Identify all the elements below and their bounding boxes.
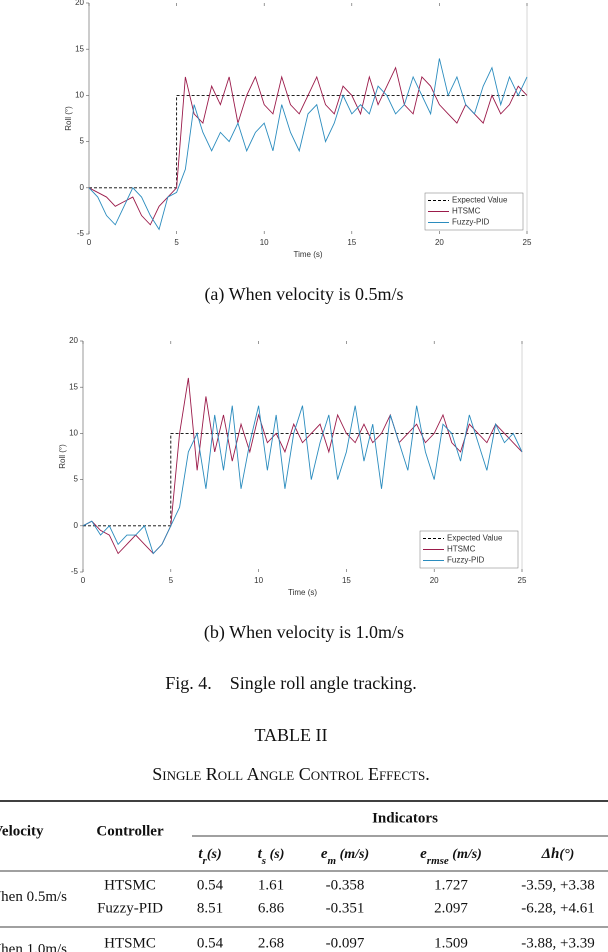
- subscript: m: [328, 855, 337, 867]
- x-axis-label: Time (s): [293, 250, 322, 259]
- unit: (m/s): [449, 847, 482, 862]
- x-tick-label: 5: [174, 238, 179, 247]
- value-cell: 2.097: [434, 900, 468, 916]
- velocity-cell: When 1.0m/s: [0, 941, 67, 952]
- table-header: Velocity: [0, 823, 44, 839]
- legend-label: Expected Value: [447, 534, 503, 543]
- unit: (°): [559, 847, 574, 862]
- y-tick-label: 5: [80, 137, 85, 146]
- symbol: t: [198, 846, 203, 862]
- subfigure-caption: (a) When velocity is 0.5m/s: [204, 284, 403, 305]
- value-cell: -6.28, +4.61: [521, 900, 594, 916]
- value-cell: -0.097: [326, 935, 365, 951]
- legend-label: Expected Value: [452, 196, 508, 205]
- figure-caption: Fig. 4. Single roll angle tracking.: [165, 673, 416, 693]
- y-axis-label: Roll (°): [58, 444, 67, 469]
- x-tick-label: 25: [518, 576, 527, 585]
- x-tick-label: 0: [81, 576, 86, 585]
- symbol: Δh: [541, 846, 560, 862]
- subscript: r: [203, 855, 208, 867]
- unit: (s): [266, 847, 284, 862]
- symbol: e: [321, 846, 328, 862]
- x-tick-label: 25: [523, 238, 532, 247]
- series-line: [89, 94, 527, 189]
- y-tick-label: 10: [75, 91, 84, 100]
- value-cell: 1.727: [434, 877, 468, 893]
- value-cell: 2.68: [258, 935, 284, 951]
- value-cell: 1.509: [434, 935, 468, 951]
- unit: (s): [207, 847, 222, 862]
- table-subheader: ermse (m/s): [420, 846, 482, 866]
- controller-cell: Fuzzy-PID: [97, 900, 163, 916]
- controller-cell: HTSMC: [104, 935, 156, 951]
- x-tick-label: 10: [254, 576, 263, 585]
- table-subheader: tr(s): [198, 846, 221, 866]
- x-tick-label: 10: [260, 238, 269, 247]
- value-cell: 0.54: [197, 877, 224, 893]
- table-subheader: ts (s): [258, 846, 285, 866]
- y-tick-label: 0: [80, 183, 85, 192]
- series-line: [88, 58, 528, 231]
- legend-label: Fuzzy-PID: [447, 556, 485, 565]
- y-tick-label: 20: [75, 0, 84, 7]
- symbol: t: [258, 846, 263, 862]
- subscript: s: [261, 855, 266, 867]
- series-line: [82, 377, 523, 555]
- y-tick-label: -5: [77, 229, 85, 238]
- x-tick-label: 15: [347, 238, 356, 247]
- value-cell: 0.54: [197, 935, 224, 951]
- value-cell: -3.59, +3.38: [521, 877, 594, 893]
- subscript: rmse: [427, 855, 449, 867]
- controller-cell: HTSMC: [104, 877, 156, 893]
- value-cell: -0.351: [326, 900, 365, 916]
- x-axis-label: Time (s): [288, 588, 317, 597]
- value-cell: 8.51: [197, 900, 223, 916]
- x-tick-label: 5: [169, 576, 174, 585]
- table-subheader: em (m/s): [321, 846, 369, 866]
- legend-label: HTSMC: [447, 545, 476, 554]
- symbol: e: [420, 846, 427, 862]
- y-tick-label: 5: [74, 475, 79, 484]
- y-tick-label: -5: [71, 567, 79, 576]
- y-tick-label: 0: [74, 521, 79, 530]
- y-tick-label: 20: [69, 336, 78, 345]
- value-cell: -0.358: [326, 877, 365, 893]
- legend-label: HTSMC: [452, 207, 481, 216]
- table-number: TABLE II: [254, 725, 327, 745]
- unit: (m/s): [336, 847, 369, 862]
- table-header: Indicators: [372, 810, 438, 826]
- y-tick-label: 15: [75, 44, 84, 53]
- y-tick-label: 10: [69, 429, 78, 438]
- series-line: [88, 66, 528, 226]
- value-cell: 6.86: [258, 900, 285, 916]
- value-cell: 1.61: [258, 877, 284, 893]
- value-cell: -3.88, +3.39: [521, 935, 594, 951]
- x-tick-label: 20: [430, 576, 439, 585]
- x-tick-label: 20: [435, 238, 444, 247]
- x-tick-label: 15: [342, 576, 351, 585]
- y-tick-label: 15: [69, 382, 78, 391]
- table-title: Single Roll Angle Control Effects.: [152, 764, 429, 784]
- table-subheader: Δh(°): [541, 846, 575, 862]
- y-axis-label: Roll (°): [64, 106, 73, 131]
- legend-label: Fuzzy-PID: [452, 218, 490, 227]
- series-line: [82, 405, 523, 555]
- subfigure-caption: (b) When velocity is 1.0m/s: [204, 622, 404, 643]
- x-tick-label: 0: [87, 238, 92, 247]
- table-header: Controller: [96, 823, 164, 839]
- velocity-cell: When 0.5m/s: [0, 889, 67, 905]
